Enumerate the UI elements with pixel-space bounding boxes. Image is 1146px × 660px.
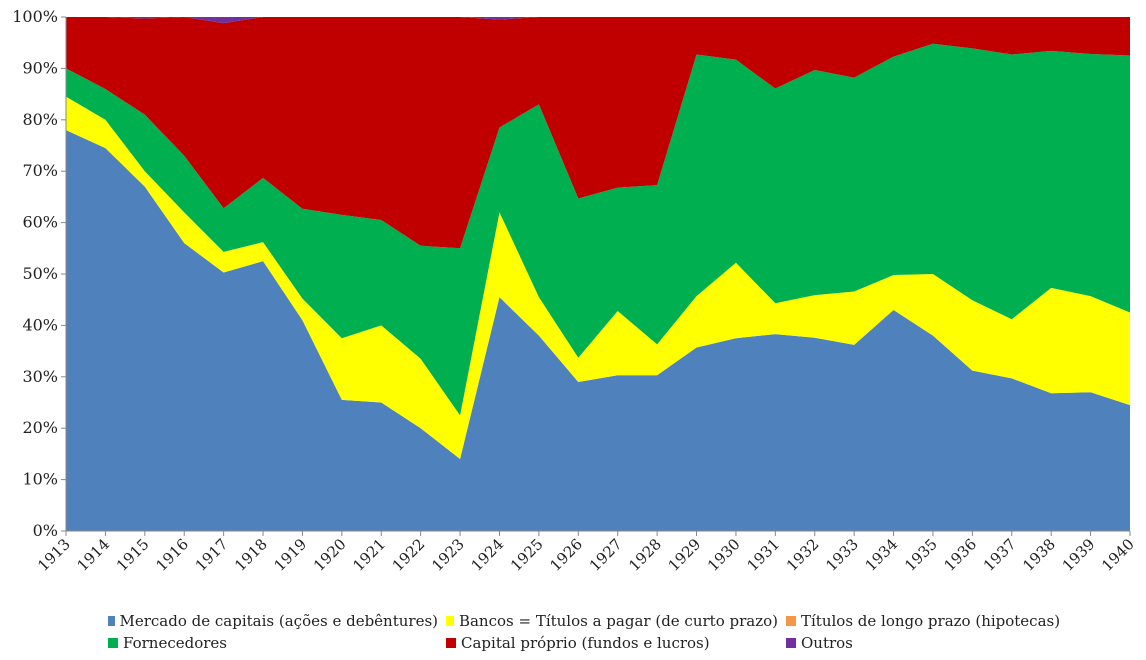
x-tick-label: 1930 (704, 535, 744, 575)
legend-swatch (108, 638, 118, 648)
x-tick-label: 1924 (468, 535, 508, 575)
legend-label: Capital próprio (fundos e lucros) (461, 634, 710, 652)
chart-legend: Mercado de capitais (ações e debêntures)… (108, 610, 1138, 654)
y-tick-label: 10% (22, 470, 58, 489)
x-tick-label: 1937 (980, 535, 1020, 575)
area-series-3 (66, 43, 1130, 416)
x-tick-labels: 1913 1914 1915 1916 1917 1918 1919 1920 1921 1922… (34, 535, 1138, 575)
x-tick-label: 1940 (1098, 535, 1138, 575)
area-series-1 (66, 96, 1130, 460)
x-tick-label: 1921 (349, 535, 389, 575)
x-tick-label: 1918 (231, 535, 271, 575)
x-tick-label: 1929 (665, 535, 705, 575)
y-tick-label: 20% (22, 418, 58, 437)
x-tick-label: 1925 (507, 535, 547, 575)
x-tick-label: 1919 (271, 535, 311, 575)
stacked-area-chart: 0%10%20%30%40%50%60%70%80%90%100% 1913 19… (12, 7, 1138, 575)
y-tick-label: 80% (22, 110, 58, 129)
x-tick-label: 1936 (940, 535, 980, 575)
legend-label: Outros (801, 634, 853, 652)
legend-swatch (446, 638, 456, 648)
legend-label: Títulos de longo prazo (hipotecas) (801, 612, 1061, 630)
x-tick-label: 1934 (862, 535, 902, 575)
legend-label: Mercado de capitais (ações e debêntures) (119, 612, 439, 630)
y-tick-label: 40% (22, 315, 58, 334)
x-tick-label: 1920 (310, 535, 350, 575)
x-tick-label: 1922 (389, 535, 429, 575)
legend-item: Capital próprio (fundos e lucros) (446, 632, 778, 654)
y-tick-label: 100% (12, 7, 58, 26)
x-tick-label: 1938 (1019, 535, 1059, 575)
x-tick-label: 1917 (192, 535, 232, 575)
legend-swatch (786, 638, 796, 648)
legend-row: Mercado de capitais (ações e debêntures)… (108, 610, 1138, 632)
x-tick-label: 1939 (1059, 535, 1099, 575)
axes (61, 16, 1131, 536)
plot-areas (66, 17, 1130, 531)
legend-item: Outros (786, 632, 853, 654)
legend-row: Fornecedores Capital próprio (fundos e l… (108, 632, 1138, 654)
x-tick-label: 1928 (625, 535, 665, 575)
x-tick-label: 1923 (428, 535, 468, 575)
x-tick-label: 1926 (546, 535, 586, 575)
legend-swatch (786, 616, 796, 626)
x-tick-label: 1931 (743, 535, 783, 575)
legend-item: Bancos = Títulos a pagar (de curto prazo… (446, 610, 778, 632)
x-tick-label: 1914 (74, 535, 114, 575)
y-tick-label: 70% (22, 161, 58, 180)
legend-label: Bancos = Títulos a pagar (de curto prazo… (458, 612, 778, 630)
legend-swatch (108, 616, 115, 626)
y-tick-label: 90% (22, 58, 58, 77)
y-tick-label: 60% (22, 213, 58, 232)
legend-item: Mercado de capitais (ações e debêntures) (108, 610, 438, 632)
legend-swatch (446, 616, 454, 626)
y-tick-label: 50% (22, 264, 58, 283)
x-tick-label: 1932 (783, 535, 823, 575)
x-tick-label: 1935 (901, 535, 941, 575)
x-tick-label: 1927 (586, 535, 626, 575)
y-tick-label: 30% (22, 367, 58, 386)
area-series-0 (66, 130, 1130, 531)
x-tick-label: 1916 (152, 535, 192, 575)
legend-item: Títulos de longo prazo (hipotecas) (786, 610, 1060, 632)
x-tick-label: 1933 (822, 535, 862, 575)
x-tick-label: 1913 (34, 535, 74, 575)
legend-item: Fornecedores (108, 632, 438, 654)
x-tick-label: 1915 (113, 535, 153, 575)
y-tick-label: 0% (33, 521, 58, 540)
y-tick-labels: 0% 10% 20% 30% 40% 50% 60% 70% 80% 90% 100% (12, 7, 58, 540)
area-series-4 (66, 17, 1130, 249)
legend-label: Fornecedores (123, 634, 227, 652)
